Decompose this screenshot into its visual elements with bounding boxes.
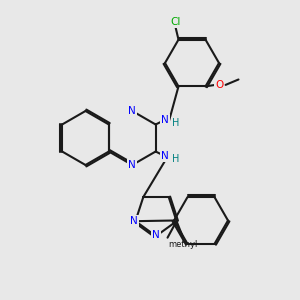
- Text: Cl: Cl: [170, 16, 181, 27]
- Text: H: H: [172, 118, 179, 128]
- Text: N: N: [128, 106, 136, 116]
- Text: N: N: [161, 151, 169, 161]
- Text: N: N: [152, 230, 160, 240]
- Text: N: N: [161, 115, 169, 125]
- Text: methyl: methyl: [169, 240, 198, 249]
- Text: N: N: [128, 160, 136, 170]
- Text: N: N: [130, 216, 138, 226]
- Text: O: O: [215, 80, 223, 90]
- Text: H: H: [172, 154, 179, 164]
